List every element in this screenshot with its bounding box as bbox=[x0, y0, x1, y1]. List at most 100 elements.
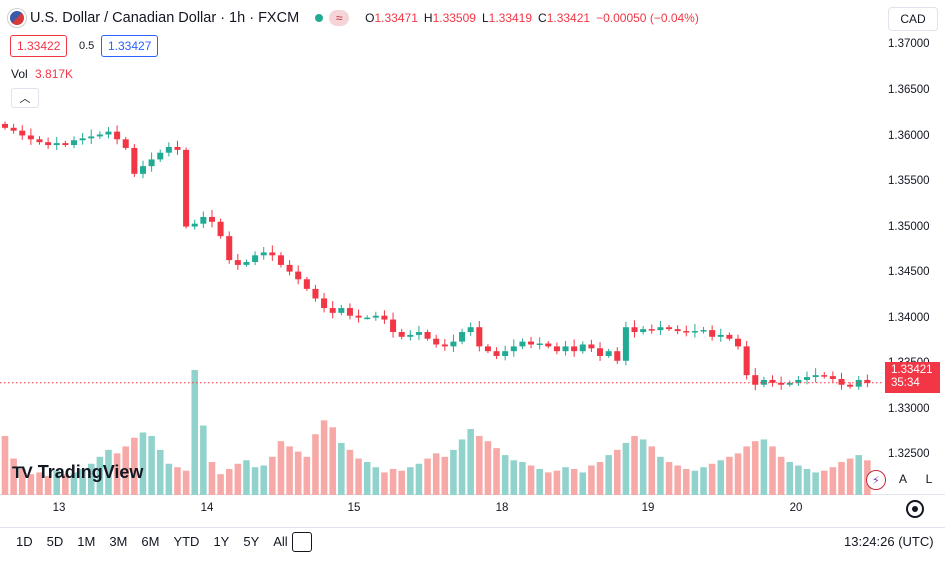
volume-bar bbox=[622, 442, 630, 495]
symbol-title[interactable]: U.S. Dollar / Canadian Dollar · 1h · FXC… bbox=[30, 10, 300, 26]
volume-bar bbox=[458, 439, 466, 495]
candle-body bbox=[1, 123, 9, 128]
range-1m[interactable]: 1M bbox=[77, 534, 96, 549]
candle-body bbox=[200, 216, 207, 224]
log-scale-button[interactable]: L bbox=[925, 472, 933, 486]
candle-body bbox=[657, 327, 664, 331]
candle-body bbox=[545, 343, 552, 347]
chart-header: U.S. Dollar / Canadian Dollar · 1h · FXC… bbox=[8, 8, 699, 28]
volume-bar bbox=[53, 470, 61, 495]
go-to-date-calendar-icon[interactable] bbox=[292, 532, 312, 552]
volume-bar bbox=[79, 468, 86, 495]
buy-button[interactable]: 1.33427 bbox=[101, 35, 159, 57]
candle-body bbox=[709, 330, 716, 337]
candle-body bbox=[321, 298, 328, 309]
volume-bar bbox=[674, 465, 681, 495]
volume-bar bbox=[36, 472, 43, 495]
range-1d[interactable]: 1D bbox=[16, 534, 33, 549]
candle-body bbox=[174, 146, 181, 150]
volume-bar bbox=[269, 456, 276, 495]
volume-bar bbox=[225, 468, 233, 495]
volume-value: 3.817K bbox=[35, 67, 74, 81]
candle-body bbox=[70, 140, 78, 146]
candle-body bbox=[260, 252, 267, 256]
candle-body bbox=[19, 130, 26, 136]
volume-bar bbox=[398, 470, 405, 495]
settings-gear-icon[interactable] bbox=[906, 500, 924, 518]
volume-bar bbox=[286, 446, 293, 495]
volume-bar bbox=[570, 468, 578, 495]
high-value: 1.33509 bbox=[432, 11, 476, 25]
data-wave-icon[interactable]: ≈ bbox=[329, 10, 350, 26]
market-status[interactable]: ≈ bbox=[315, 10, 350, 26]
candle-body bbox=[407, 334, 414, 337]
candle-body bbox=[398, 332, 405, 337]
volume-bar bbox=[717, 460, 725, 495]
candle-body bbox=[648, 329, 655, 331]
volume-bar bbox=[700, 467, 707, 495]
volume-bar bbox=[484, 441, 492, 495]
sell-button[interactable]: 1.33422 bbox=[10, 35, 68, 57]
volume-bar bbox=[191, 370, 198, 495]
candle-body bbox=[493, 351, 500, 356]
volume-bar bbox=[148, 435, 155, 495]
volume-bar bbox=[260, 465, 267, 495]
candle-body bbox=[597, 348, 604, 356]
candle-body bbox=[441, 344, 448, 347]
candle-body bbox=[252, 255, 259, 263]
collapse-legend-button[interactable]: ︿ bbox=[11, 88, 39, 108]
volume-bar bbox=[803, 468, 811, 495]
candle-body bbox=[62, 143, 69, 146]
market-open-dot-icon bbox=[315, 14, 324, 22]
candle-body bbox=[390, 319, 397, 333]
candle-body bbox=[459, 332, 466, 342]
range-5d[interactable]: 5D bbox=[46, 534, 64, 549]
candle-body bbox=[415, 332, 422, 335]
candle-body bbox=[631, 327, 638, 333]
volume-bar bbox=[312, 434, 319, 495]
volume-bar bbox=[363, 462, 371, 495]
candle-body bbox=[674, 329, 681, 332]
range-6m[interactable]: 6M bbox=[141, 534, 160, 549]
candle-body bbox=[838, 378, 845, 385]
range-3m[interactable]: 3M bbox=[109, 534, 128, 549]
auto-scale-button[interactable]: A bbox=[898, 472, 907, 486]
range-all[interactable]: All bbox=[273, 534, 288, 549]
price-tick: 1.34000 bbox=[888, 312, 930, 324]
replay-bolt-icon[interactable]: ⚡ bbox=[866, 470, 886, 490]
volume-bar bbox=[760, 439, 768, 495]
candle-body bbox=[312, 288, 319, 299]
candle-body bbox=[562, 346, 569, 352]
volume-bar bbox=[769, 446, 776, 495]
volume-bar bbox=[855, 455, 863, 495]
candle-body bbox=[855, 379, 862, 387]
candle-body bbox=[778, 382, 785, 385]
candle-body bbox=[605, 351, 612, 356]
price-tick: 1.35000 bbox=[888, 221, 930, 233]
utc-clock[interactable]: 13:24:26 (UTC) bbox=[844, 534, 934, 549]
volume-bar bbox=[777, 456, 785, 495]
volume-bar bbox=[200, 425, 207, 495]
volume-bar bbox=[639, 439, 647, 495]
range-5y[interactable]: 5Y bbox=[243, 534, 260, 549]
tradingview-logo[interactable]: TV TradingView bbox=[12, 462, 143, 483]
volume-bar bbox=[648, 446, 656, 495]
range-ytd[interactable]: YTD bbox=[173, 534, 200, 549]
volume-bar bbox=[131, 437, 138, 495]
volume-bar bbox=[820, 470, 828, 495]
volume-bar bbox=[812, 472, 819, 495]
candle-body bbox=[502, 351, 509, 356]
candle-body bbox=[27, 135, 34, 140]
volume-bar bbox=[329, 427, 336, 495]
volume-bar bbox=[519, 462, 526, 495]
range-1y[interactable]: 1Y bbox=[213, 534, 230, 549]
currency-button[interactable]: CAD bbox=[888, 7, 938, 31]
volume-bar bbox=[113, 453, 121, 495]
candle-body bbox=[79, 138, 86, 141]
candle-body bbox=[726, 334, 733, 339]
volume-bar bbox=[217, 474, 224, 495]
volume-bar bbox=[553, 470, 561, 495]
volume-bar bbox=[510, 460, 518, 495]
volume-bar bbox=[44, 475, 52, 495]
